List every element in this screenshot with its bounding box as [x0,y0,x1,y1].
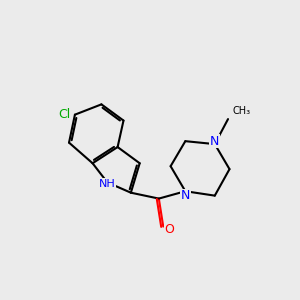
Text: CH₃: CH₃ [232,106,250,116]
Text: O: O [164,223,174,236]
Text: N: N [181,189,190,202]
Text: Cl: Cl [58,108,71,121]
Text: NH: NH [99,179,116,189]
Text: N: N [210,135,220,148]
